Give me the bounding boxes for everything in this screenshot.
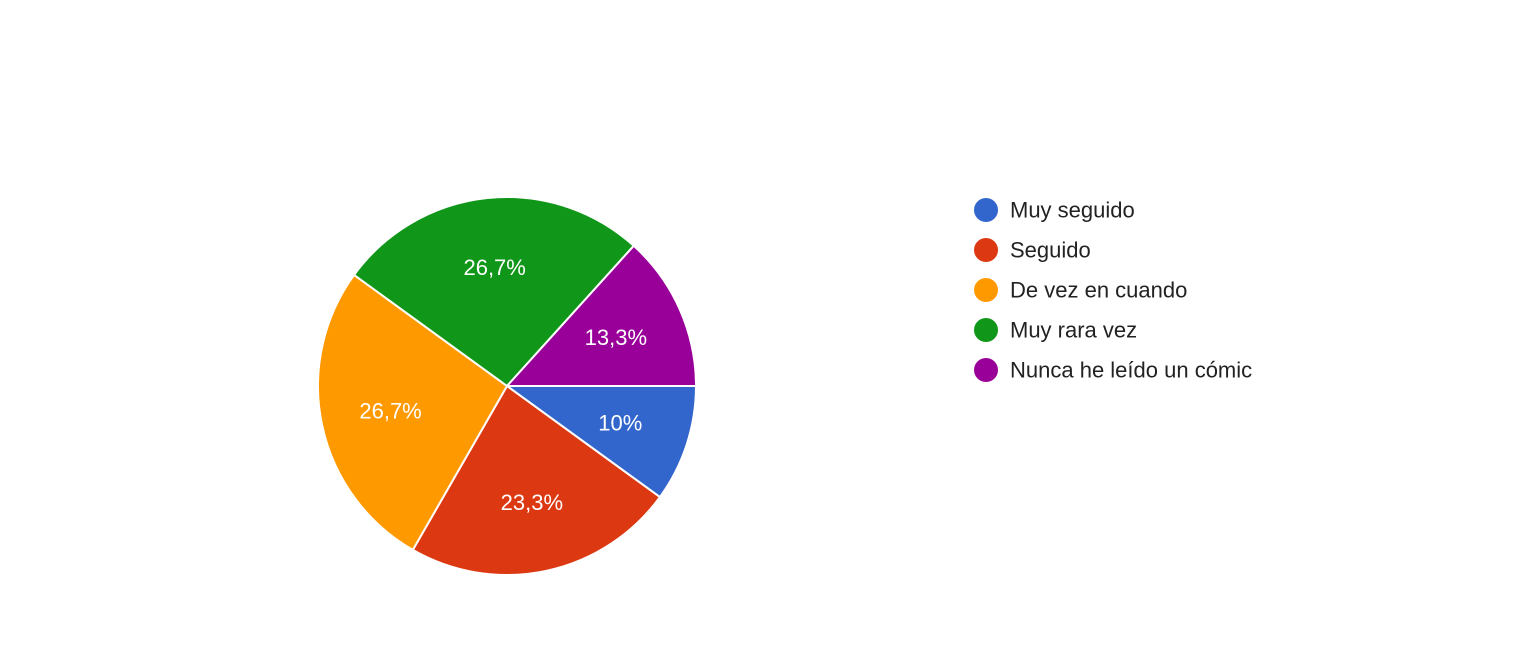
legend-marker-muy-seguido bbox=[974, 198, 998, 222]
slice-label-muy-seguido: 10% bbox=[598, 410, 642, 435]
pie-slice-muy-seguido bbox=[506, 385, 697, 499]
legend-label-muy-rara-vez: Muy rara vez bbox=[1010, 318, 1137, 343]
slice-label-de-vez-en-cuando: 26,7% bbox=[359, 398, 421, 423]
pie-slices bbox=[317, 196, 697, 576]
legend: Muy seguido Seguido De vez en cuando Muy ra… bbox=[974, 198, 1252, 383]
slice-label-muy-rara-vez: 26,7% bbox=[463, 255, 525, 280]
pie-slice-de-vez-en-cuando bbox=[317, 273, 508, 551]
legend-label-seguido: Seguido bbox=[1010, 238, 1091, 263]
pie-slice-muy-rara-vez bbox=[353, 196, 635, 387]
pie-slice-nunca-he-leido-un-comic bbox=[506, 244, 697, 387]
legend-marker-muy-rara-vez bbox=[974, 318, 998, 342]
legend-marker-seguido bbox=[974, 238, 998, 262]
slice-labels: 10% 23,3% 26,7% 26,7% 13,3% bbox=[359, 255, 647, 515]
legend-label-muy-seguido: Muy seguido bbox=[1010, 198, 1135, 223]
slice-label-nunca-he-leido-un-comic: 13,3% bbox=[585, 325, 647, 350]
legend-marker-nunca-he-leido-un-comic bbox=[974, 358, 998, 382]
legend-label-de-vez-en-cuando: De vez en cuando bbox=[1010, 278, 1187, 303]
legend-marker-de-vez-en-cuando bbox=[974, 278, 998, 302]
slice-label-seguido: 23,3% bbox=[501, 490, 563, 515]
legend-label-nunca-he-leido-un-comic: Nunca he leído un cómic bbox=[1010, 358, 1252, 383]
pie-slice-seguido bbox=[411, 385, 661, 576]
